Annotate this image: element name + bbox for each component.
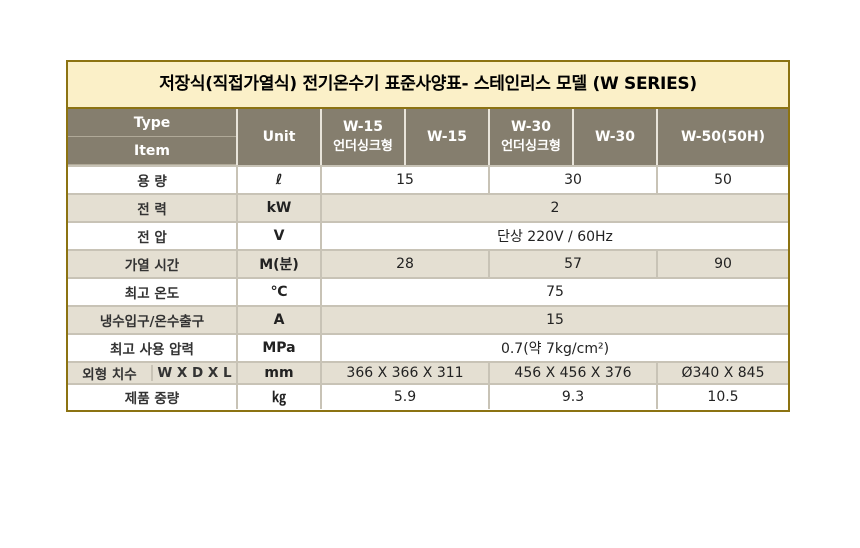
unit-max-temp: ℃ xyxy=(236,277,320,305)
value-capacity-w15: 15 xyxy=(320,165,488,193)
value-voltage: 단상 220V / 60Hz xyxy=(320,221,788,249)
row-power: 전 력 kW 2 xyxy=(68,193,788,221)
header-model-w15: W-15 xyxy=(404,109,488,165)
spec-sheet: 저장식(직접가열식) 전기온수기 표준사양표- 스테인리스 모델 (W SERI… xyxy=(66,60,790,412)
header-model-w50: W-50(50H) xyxy=(656,109,788,165)
unit-weight: ㎏ xyxy=(236,383,320,409)
unit-dimension: mm xyxy=(236,361,320,383)
value-dimension-w30: 456 X 456 X 376 xyxy=(488,361,656,383)
label-pipe: 냉수입구/온수출구 xyxy=(68,305,236,333)
header-unit: Unit xyxy=(236,109,320,165)
value-heating-w15: 28 xyxy=(320,249,488,277)
value-weight-w50: 10.5 xyxy=(656,383,788,409)
unit-pressure: MPa xyxy=(236,333,320,361)
header-model-w30-undersink: W-30 언더싱크형 xyxy=(488,109,572,165)
spec-table: Type Unit W-15 언더싱크형 W-15 W-30 언더싱크형 W-30 … xyxy=(68,109,788,409)
row-voltage: 전 압 V 단상 220V / 60Hz xyxy=(68,221,788,249)
header-model-w15-undersink: W-15 언더싱크형 xyxy=(320,109,404,165)
value-capacity-w30: 30 xyxy=(488,165,656,193)
value-pipe: 15 xyxy=(320,305,788,333)
label-capacity: 용 량 xyxy=(68,165,236,193)
value-weight-w30: 9.3 xyxy=(488,383,656,409)
label-voltage: 전 압 xyxy=(68,221,236,249)
row-max-temp: 최고 온도 ℃ 75 xyxy=(68,277,788,305)
value-heating-w30: 57 xyxy=(488,249,656,277)
row-heating-time: 가열 시간 M(분) 28 57 90 xyxy=(68,249,788,277)
unit-voltage: V xyxy=(236,221,320,249)
label-weight: 제품 중량 xyxy=(68,383,236,409)
value-dimension-w50: Ø340 X 845 xyxy=(656,361,788,383)
label-dimension-name: 외형 치수 xyxy=(82,367,137,383)
label-dimension-axes: W X D X L xyxy=(151,365,236,381)
unit-heating-time: M(분) xyxy=(236,249,320,277)
value-max-temp: 75 xyxy=(320,277,788,305)
row-pipe: 냉수입구/온수출구 A 15 xyxy=(68,305,788,333)
table-title: 저장식(직접가열식) 전기온수기 표준사양표- 스테인리스 모델 (W SERI… xyxy=(68,62,788,109)
unit-capacity: ℓ xyxy=(236,165,320,193)
label-dimension: 외형 치수 W X D X L xyxy=(68,361,236,383)
label-power: 전 력 xyxy=(68,193,236,221)
value-dimension-w15: 366 X 366 X 311 xyxy=(320,361,488,383)
header-model-w30: W-30 xyxy=(572,109,656,165)
header-type: Type xyxy=(68,109,236,137)
label-max-temp: 최고 온도 xyxy=(68,277,236,305)
value-pressure: 0.7(약 7kg/cm²) xyxy=(320,333,788,361)
label-pressure: 최고 사용 압력 xyxy=(68,333,236,361)
row-pressure: 최고 사용 압력 MPa 0.7(약 7kg/cm²) xyxy=(68,333,788,361)
row-dimension: 외형 치수 W X D X L mm 366 X 366 X 311 456 X… xyxy=(68,361,788,383)
value-heating-w50: 90 xyxy=(656,249,788,277)
unit-pipe: A xyxy=(236,305,320,333)
row-capacity: 용 량 ℓ 15 30 50 xyxy=(68,165,788,193)
unit-power: kW xyxy=(236,193,320,221)
value-power: 2 xyxy=(320,193,788,221)
label-heating-time: 가열 시간 xyxy=(68,249,236,277)
row-weight: 제품 중량 ㎏ 5.9 9.3 10.5 xyxy=(68,383,788,409)
value-weight-w15: 5.9 xyxy=(320,383,488,409)
value-capacity-w50: 50 xyxy=(656,165,788,193)
header-item: Item xyxy=(68,137,236,165)
